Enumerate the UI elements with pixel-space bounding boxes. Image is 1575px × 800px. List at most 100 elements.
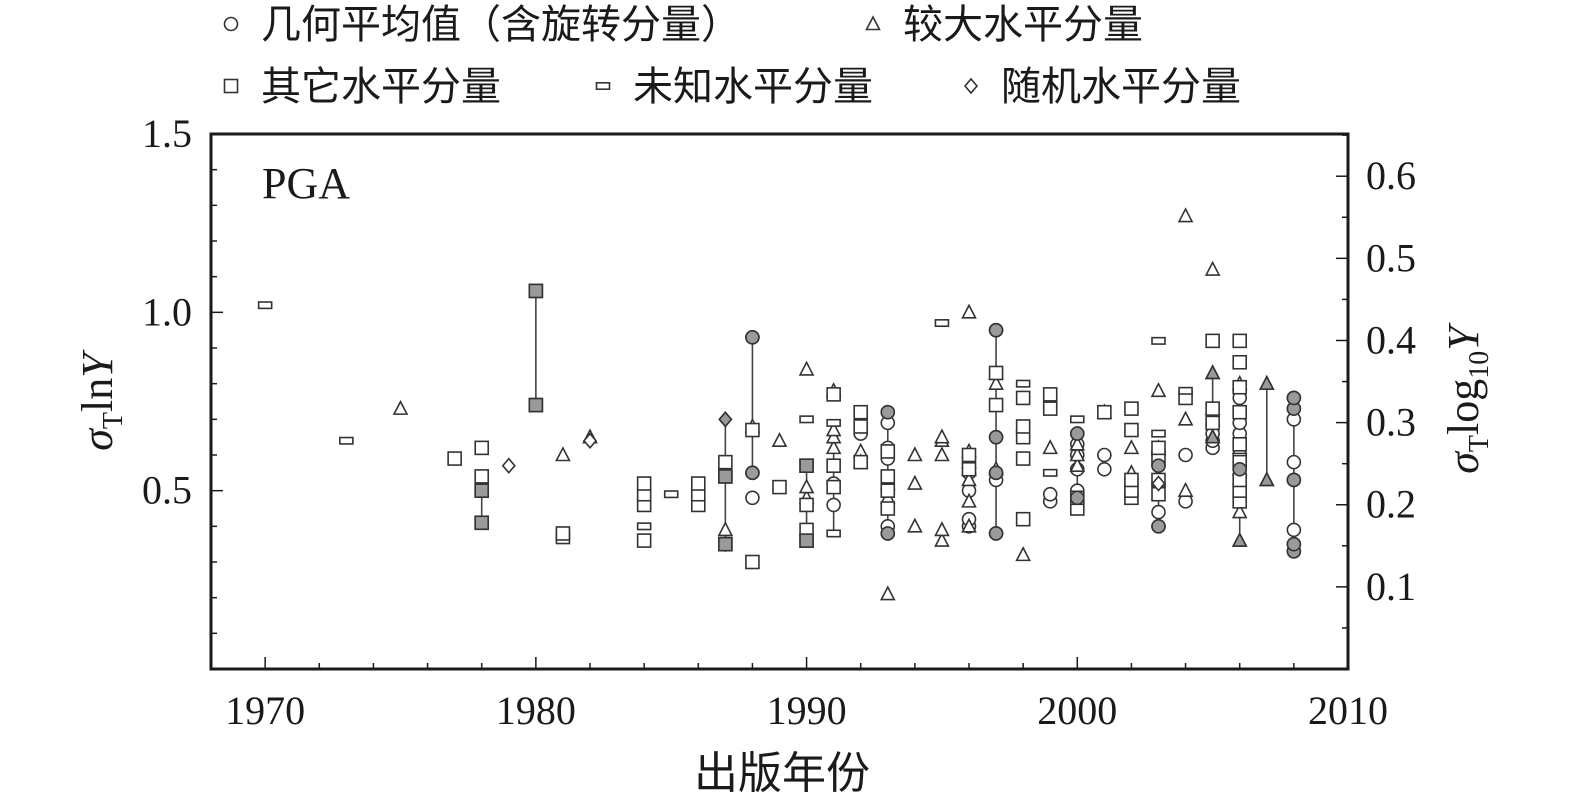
point-square-filled (799, 533, 814, 548)
point-triangle (934, 428, 950, 444)
point-square (718, 454, 733, 470)
point-triangle (555, 446, 571, 462)
legend-item: 其它水平分量 (223, 64, 501, 110)
point-square (745, 422, 760, 438)
point-triangle-filled (1258, 374, 1275, 390)
y-right-tick-label: 0.6 (1366, 153, 1416, 198)
legend-marker-circle (223, 16, 239, 32)
y-right-tick-label: 0.4 (1366, 317, 1416, 362)
point-circle-filled (1232, 461, 1248, 477)
point-square (1015, 451, 1031, 466)
point-circle-filled (988, 465, 1004, 481)
x-tick-label: 1980 (496, 688, 576, 733)
point-square (988, 365, 1004, 381)
point-circle-filled (745, 465, 760, 481)
point-triangle (934, 521, 950, 537)
point-flat-rect (636, 522, 652, 531)
panel-annotation: PGA (262, 159, 350, 208)
point-square (636, 533, 652, 548)
point-square (1042, 387, 1058, 402)
point-square (1205, 415, 1220, 431)
point-square-filled (474, 515, 490, 531)
point-triangle (1042, 439, 1059, 455)
point-circle (745, 490, 760, 506)
point-square-filled (474, 483, 490, 498)
axis-ticks: 1970 1980 1990 2000 2010 0.5 1.0 1.5 0.1 0.2 0.3 0.… (73, 111, 1495, 733)
point-circle-filled (1286, 536, 1302, 552)
point-circle-filled (988, 526, 1004, 541)
point-triangle (1177, 410, 1194, 426)
point-triangle (907, 517, 923, 533)
legend-item: 几何平均值（含旋转分量） (223, 2, 741, 48)
point-triangle (1069, 446, 1086, 462)
legend-item: 随机水平分量 (963, 64, 1241, 110)
point-square (745, 554, 760, 570)
point-triangle-filled (1231, 531, 1248, 547)
point-diamond-filled (718, 411, 733, 428)
point-triangle (1177, 481, 1194, 497)
point-triangle-filled (1204, 364, 1221, 380)
point-square (1205, 401, 1220, 416)
point-flat-rect (1151, 336, 1166, 345)
point-triangle (988, 374, 1004, 390)
point-square (1015, 419, 1031, 434)
point-square (474, 440, 490, 456)
point-flat-rect (1015, 379, 1031, 388)
point-triangle (717, 521, 734, 537)
point-triangle (1069, 435, 1086, 451)
point-circle (1097, 447, 1112, 463)
point-flat-rect (826, 418, 841, 427)
point-square (690, 476, 706, 491)
point-triangle (1015, 546, 1031, 562)
point-square (880, 469, 896, 484)
point-circle-filled (880, 526, 896, 541)
point-triangle (934, 531, 950, 547)
x-tick-label: 2000 (1037, 688, 1117, 733)
point-circle (1178, 447, 1193, 463)
point-diamond (582, 432, 598, 449)
y-right-tick-label: 0.1 (1366, 564, 1416, 609)
point-circle-filled (988, 322, 1004, 338)
point-circle (826, 497, 841, 513)
point-square (880, 483, 896, 498)
point-triangle (771, 431, 788, 448)
point-triangle (961, 492, 977, 508)
point-diamond (501, 457, 516, 474)
point-square-filled (528, 397, 544, 413)
point-square (826, 479, 841, 495)
legend-marker-diamond (963, 77, 979, 95)
point-triangle-filled (1204, 428, 1221, 444)
point-circle-filled (880, 404, 896, 420)
point-square (1205, 333, 1220, 349)
point-flat-rect (1178, 386, 1193, 395)
point-square (1124, 472, 1139, 488)
point-flat-rect (826, 529, 841, 538)
point-triangle (907, 446, 923, 462)
point-square (1015, 390, 1031, 406)
y-left-axis-title: σTlnY (73, 349, 129, 451)
point-flat-rect (339, 436, 354, 445)
point-flat-rect (799, 415, 814, 424)
point-square (853, 454, 869, 470)
legend-label: 随机水平分量 (1001, 64, 1241, 110)
point-circle-filled (1069, 426, 1085, 441)
point-square (1015, 511, 1031, 527)
point-square (1151, 440, 1166, 456)
point-triangle (961, 303, 977, 319)
point-triangle (1069, 456, 1086, 473)
point-flat-rect (663, 490, 679, 499)
point-square (555, 526, 571, 541)
point-triangle (825, 428, 842, 444)
data-points (257, 207, 1302, 601)
point-triangle (825, 421, 842, 437)
legend-item: 较大水平分量 (865, 2, 1143, 48)
point-square-filled (528, 283, 544, 299)
point-square (880, 444, 896, 459)
point-flat-rect (1151, 429, 1166, 438)
point-square (772, 479, 787, 495)
legend-label: 未知水平分量 (633, 64, 873, 110)
plot-border (209, 132, 1350, 671)
x-axis-title: 出版年份 (694, 749, 870, 798)
point-triangle (961, 517, 977, 533)
